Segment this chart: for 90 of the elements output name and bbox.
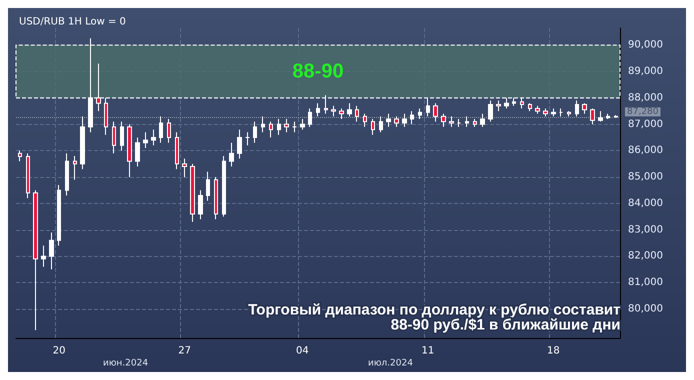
- candlestick: [120, 121, 124, 152]
- candlestick: [316, 102, 320, 117]
- y-tick-label: 85,000: [628, 172, 663, 183]
- candlestick: [214, 176, 218, 220]
- candlestick: [449, 116, 454, 128]
- candlestick: [339, 108, 344, 120]
- x-tick-label: 11: [421, 346, 434, 356]
- candlestick: [222, 155, 226, 218]
- candlestick: [551, 108, 556, 117]
- candlestick: [182, 158, 187, 178]
- candlestick: [80, 116, 85, 170]
- candlestick: [355, 105, 359, 122]
- candlestick: [418, 108, 422, 120]
- candlestick: [229, 142, 234, 168]
- x-tick-label: 04: [296, 346, 309, 356]
- candlestick: [245, 132, 250, 146]
- candlestick: [528, 102, 532, 112]
- candlestick: [347, 102, 352, 117]
- candlestick: [261, 116, 265, 133]
- y-tick-label: 89,000: [628, 66, 663, 78]
- y-tick-label: 88,000: [628, 92, 663, 104]
- candlestick: [441, 113, 446, 128]
- candlestick: [49, 232, 54, 270]
- candlestick: [402, 113, 407, 128]
- candlestick: [41, 245, 46, 268]
- candlestick: [567, 110, 571, 117]
- candlestick: [480, 113, 485, 128]
- candlestick: [167, 118, 171, 144]
- candlestick: [127, 124, 132, 178]
- candlestick: [308, 108, 312, 128]
- candlestick: [65, 152, 69, 196]
- candlestick: [535, 105, 540, 114]
- candlestick: [543, 108, 548, 117]
- candlestick: [143, 132, 148, 149]
- candlestick: [73, 155, 77, 180]
- candlestick: [575, 100, 579, 117]
- candlestick: [237, 129, 242, 160]
- candlestick: [559, 108, 563, 117]
- y-tick-label: 87,000: [628, 118, 663, 130]
- x-tick-label: 18: [546, 346, 560, 356]
- candlestick: [488, 100, 493, 122]
- candlestick: [135, 136, 140, 168]
- text: июн.2024: [103, 358, 148, 368]
- y-tick-label: 82,000: [628, 250, 663, 262]
- candlestick: [159, 116, 163, 144]
- candlestick: [300, 118, 305, 130]
- y-tick-label: 81,000: [628, 277, 663, 288]
- ref-line-label: 87,280: [627, 106, 659, 117]
- candlestick: [379, 116, 383, 133]
- candlestick: [582, 102, 587, 114]
- y-tick-label: 86,000: [628, 145, 663, 156]
- candlestick: [433, 102, 438, 122]
- candlestick: [410, 110, 414, 125]
- band-label: 88-90: [292, 60, 344, 83]
- candlestick: [386, 113, 391, 128]
- candlestick: [33, 190, 38, 331]
- candlestick: [363, 113, 367, 128]
- annotation: Торговый диапазон по доллару к рублю составит 88-90 руб./$1 в ближайшие дни: [248, 302, 620, 334]
- candlestick: [151, 129, 156, 146]
- candlestick: [18, 150, 22, 162]
- candlestick: [175, 132, 179, 170]
- candlestick: [394, 116, 399, 128]
- candlestick: [277, 118, 281, 136]
- chart-title: USD/RUB 1H Low = 0: [19, 16, 126, 28]
- y-tick-label: 83,000: [628, 224, 663, 236]
- candlestick: [112, 121, 116, 154]
- y-tick-label: 90,000: [628, 40, 663, 51]
- candlestick: [457, 118, 461, 128]
- candlestick: [206, 171, 210, 202]
- candlestick: [331, 105, 336, 117]
- y-tick-label: 80,000: [628, 303, 663, 314]
- candlestick: [269, 121, 273, 138]
- text: июл.2024: [368, 358, 414, 368]
- candlestick: [26, 152, 30, 199]
- candlestick: [606, 113, 610, 120]
- candlestick: [371, 118, 375, 136]
- candlestick: [496, 100, 501, 112]
- candlestick: [253, 121, 257, 144]
- candlestick: [598, 110, 603, 122]
- candlestick: [284, 118, 289, 133]
- candlestick: [190, 163, 195, 222]
- candlestick: [473, 118, 477, 128]
- candlestick: [292, 121, 297, 133]
- y-tick-label: 84,000: [628, 198, 663, 209]
- candlestick: [590, 108, 595, 125]
- candlestick: [198, 190, 203, 220]
- x-tick-label: 27: [178, 346, 192, 356]
- candlestick: [57, 184, 61, 246]
- candlestick: [465, 116, 469, 128]
- x-tick-label: 20: [52, 346, 66, 356]
